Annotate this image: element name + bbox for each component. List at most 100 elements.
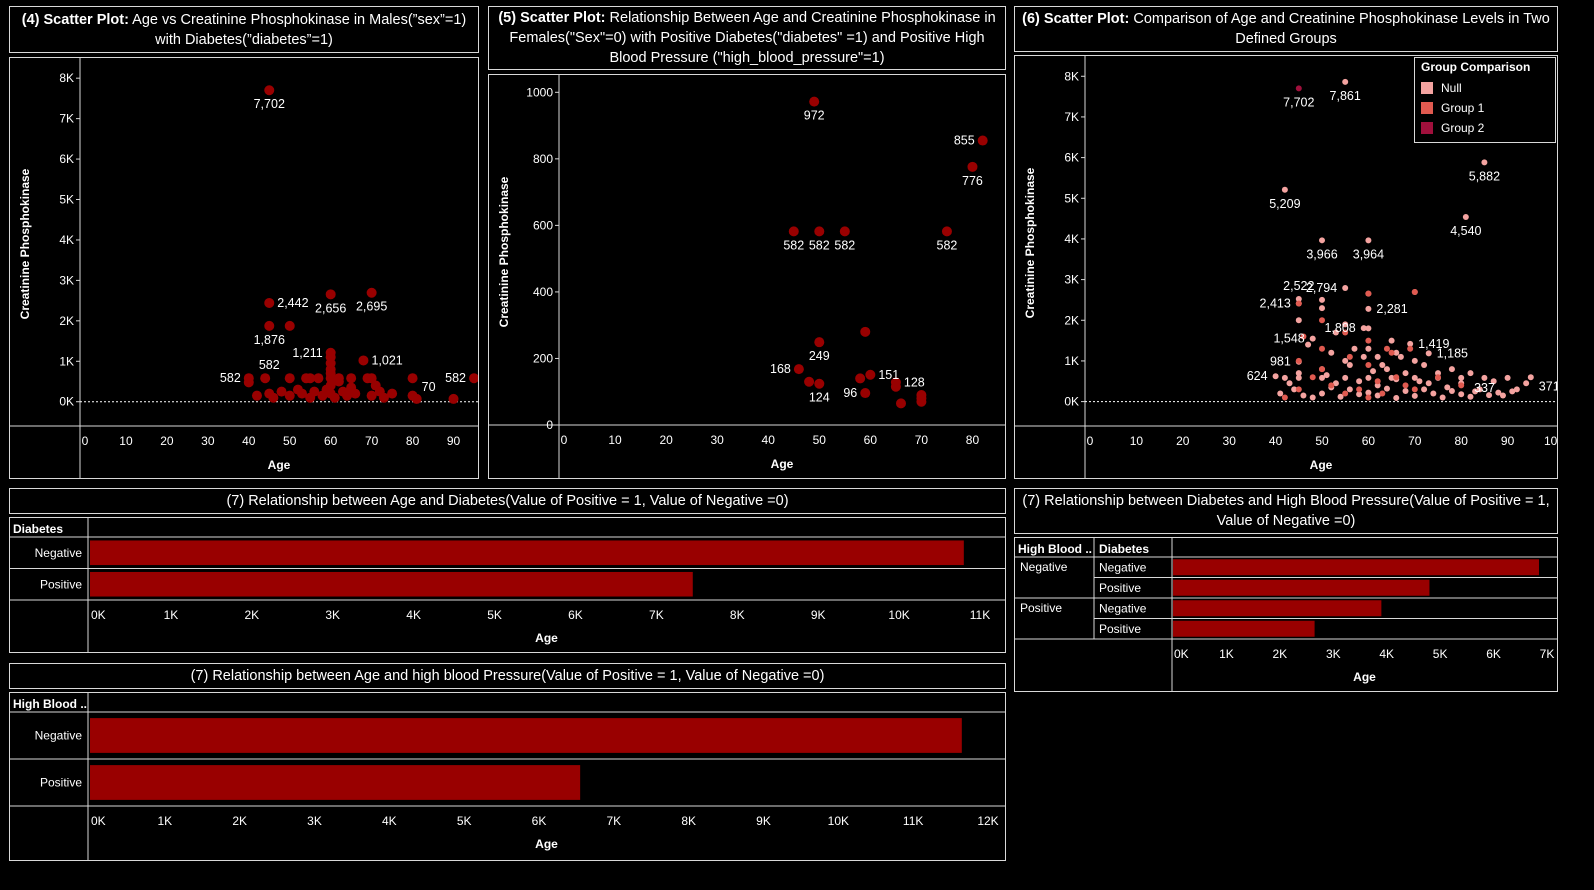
- x-tick-label: 0: [82, 434, 89, 448]
- data-label: 7,861: [1330, 89, 1361, 103]
- bar-positive: [1173, 620, 1315, 637]
- chart6-title-text: Comparison of Age and Creatinine Phospho…: [1129, 11, 1550, 47]
- scatter-point: [814, 378, 825, 389]
- scatter-point: [264, 297, 275, 308]
- scatter-point-group1: [1402, 382, 1409, 389]
- legend-swatch-null: [1421, 82, 1433, 94]
- scatter-point-null: [1281, 374, 1288, 381]
- chart5-svg: 0 200 400 600 800 1000 0 10 20 30 40 50 60 70 80 Age Cre…: [489, 75, 1005, 478]
- x-tick-label: 60: [864, 433, 878, 447]
- chart6-title-bold: (6) Scatter Plot:: [1022, 11, 1130, 27]
- scatter-point-null: [1476, 386, 1483, 393]
- x-tick-label: 10: [1130, 434, 1144, 448]
- y-tick-label: 8K: [59, 71, 74, 85]
- y-tick-label: 1K: [1064, 354, 1079, 368]
- scatter-point: [284, 390, 295, 401]
- y-tick-label: 1K: [59, 354, 74, 368]
- chart7c-svg: High Blood .. Diabetes Negative Negative Pos…: [1015, 538, 1557, 691]
- scatter-point-group1: [1435, 374, 1441, 381]
- x-tick-label: 5K: [1433, 647, 1448, 661]
- scatter-point-group1: [1365, 290, 1372, 297]
- data-label: 855: [954, 134, 975, 148]
- data-label: 2,656: [315, 301, 346, 315]
- x-tick-label: 20: [160, 434, 174, 448]
- scatter-point-group1: [1328, 382, 1335, 389]
- scatter-point-null: [1439, 394, 1446, 401]
- scatter-point: [325, 289, 336, 300]
- scatter-point-null: [1351, 345, 1358, 352]
- data-label: 168: [770, 362, 791, 376]
- x-tick-label: 4K: [406, 608, 421, 622]
- x-tick-label: 10: [608, 433, 622, 447]
- y-tick-label: 600: [533, 218, 553, 232]
- scatter-point-null: [1527, 374, 1534, 381]
- scatter-point-null: [1374, 353, 1381, 360]
- scatter-point-null: [1295, 370, 1302, 377]
- scatter-point: [329, 392, 340, 403]
- chart7b-title: (7) Relationship between Age and high bl…: [9, 663, 1006, 689]
- data-label: 7,702: [254, 97, 285, 111]
- row-header-label: High Blood ..: [1018, 542, 1092, 556]
- x-tick-label: 2K: [232, 814, 247, 828]
- data-label: 337: [1474, 381, 1495, 395]
- scatter-point-null: [1407, 340, 1414, 347]
- scatter-point-null: [1490, 378, 1497, 385]
- scatter-point-group1: [1379, 390, 1386, 397]
- chart7c-title-text: (7) Relationship between Diabetes and Hi…: [1022, 493, 1550, 529]
- data-label: 981: [1270, 355, 1291, 369]
- scatter-point-null: [1346, 362, 1353, 368]
- chart5-title-bold: (5) Scatter Plot:: [498, 10, 606, 26]
- scatter-point: [860, 326, 871, 337]
- scatter-point: [251, 390, 262, 401]
- y-tick-label: 400: [533, 285, 553, 299]
- scatter-point-null: [1411, 357, 1418, 364]
- x-tick-label: 70: [1408, 434, 1422, 448]
- scatter-point-null: [1481, 159, 1488, 166]
- x-tick-label: 8K: [681, 814, 696, 828]
- scatter-point: [865, 369, 876, 380]
- scatter-point-null: [1342, 284, 1349, 291]
- group-comparison-legend[interactable]: Group Comparison Null Group 1 Group 2: [1414, 57, 1556, 143]
- scatter-point: [284, 320, 295, 331]
- legend-item-group1[interactable]: Group 1: [1421, 98, 1549, 118]
- scatter-point: [814, 337, 825, 348]
- row-label: Negative: [1099, 560, 1147, 574]
- row-label: Positive: [40, 776, 82, 790]
- chart4-title-text: Age vs Creatinine Phosphokinase in Males…: [128, 11, 467, 48]
- scatter-point-null: [1319, 305, 1325, 312]
- row-label: Negative: [35, 546, 83, 560]
- scatter-point: [276, 386, 287, 397]
- legend-swatch-group2: [1421, 122, 1433, 134]
- scatter-point-null: [1277, 390, 1284, 397]
- legend-item-group2[interactable]: Group 2: [1421, 118, 1549, 138]
- chart5-panel: 0 200 400 600 800 1000 0 10 20 30 40 50 60 70 80 Age Cre…: [488, 74, 1006, 479]
- data-label: 2,522: [1283, 279, 1314, 293]
- x-tick-label: 30: [201, 434, 215, 448]
- scatter-point-null: [1411, 374, 1418, 381]
- data-label: 151: [878, 368, 899, 382]
- data-label: 371: [1539, 380, 1557, 394]
- row-label: Negative: [1099, 601, 1147, 615]
- scatter-point: [839, 226, 850, 237]
- data-label: 972: [804, 109, 825, 123]
- scatter-point-null: [1365, 325, 1372, 332]
- x-tick-label: 11K: [970, 608, 990, 622]
- legend-title: Group Comparison: [1421, 60, 1531, 74]
- x-tick-label: 30: [1223, 434, 1237, 448]
- data-label: 582: [445, 371, 466, 385]
- scatter-point-group1: [1383, 345, 1390, 352]
- scatter-point: [941, 226, 952, 237]
- scatter-point: [243, 377, 254, 388]
- data-label: 2,281: [1376, 302, 1407, 316]
- scatter-point-null: [1467, 370, 1474, 377]
- bar-negative: [1173, 559, 1539, 576]
- data-label: 70: [422, 380, 436, 394]
- scatter-point-null: [1295, 317, 1302, 324]
- x-tick-label: 2K: [244, 608, 259, 622]
- scatter-point-null: [1388, 337, 1395, 344]
- scatter-point: [855, 373, 866, 384]
- legend-item-null[interactable]: Null: [1421, 78, 1549, 98]
- scatter-point: [333, 373, 344, 384]
- scatter-point: [809, 96, 820, 107]
- x-tick-label: 80: [1455, 434, 1469, 448]
